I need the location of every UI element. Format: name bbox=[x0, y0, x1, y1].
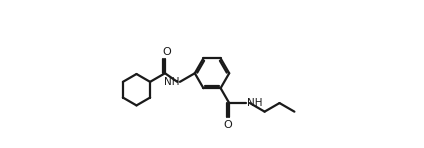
Text: O: O bbox=[223, 119, 232, 130]
Text: O: O bbox=[162, 47, 171, 57]
Text: NH: NH bbox=[247, 98, 262, 108]
Text: NH: NH bbox=[164, 77, 179, 87]
